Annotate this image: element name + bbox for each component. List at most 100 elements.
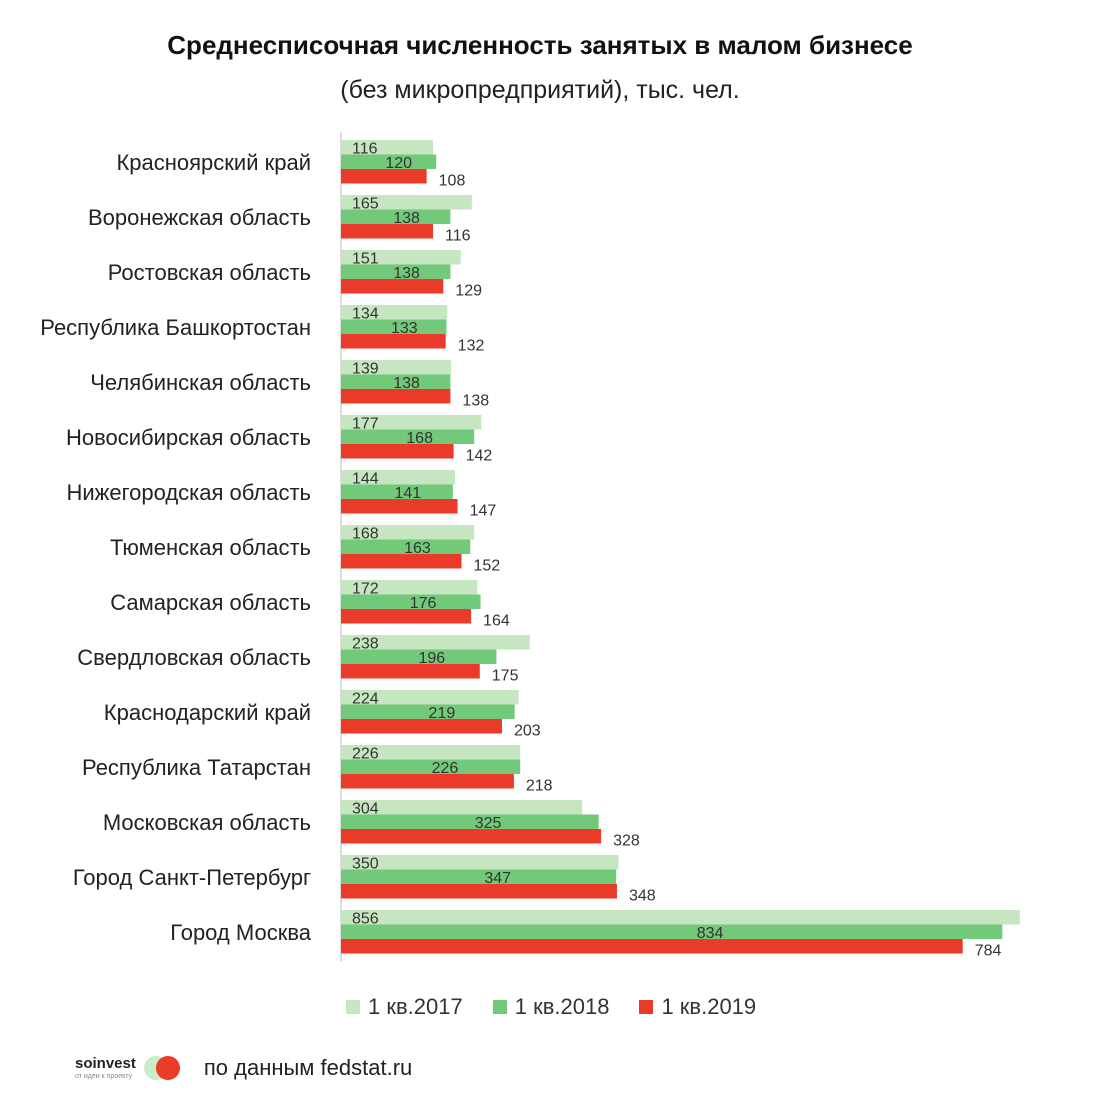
bar — [341, 264, 451, 279]
logo-circles-icon — [142, 1054, 186, 1082]
bar — [341, 690, 519, 705]
logo-tagline: от идеи к проекту — [75, 1073, 133, 1080]
data-label: 348 — [629, 887, 656, 904]
legend-swatch-2019 — [639, 1000, 654, 1014]
bar-chart: Красноярский край 116 120 108 Воронежская об… — [40, 132, 1020, 962]
data-label: 129 — [455, 282, 482, 299]
bar — [341, 195, 472, 210]
data-label: 176 — [410, 595, 437, 612]
data-label: 203 — [514, 722, 541, 739]
bar — [341, 554, 462, 569]
category-label: Красноярский край — [116, 150, 311, 175]
data-label: 834 — [697, 925, 724, 942]
chart-title: Среднесписочная численность занятых в ма… — [167, 30, 913, 60]
bar — [341, 360, 452, 375]
bar — [341, 429, 475, 444]
bar — [341, 884, 617, 899]
data-label: 133 — [391, 320, 418, 337]
data-label: 219 — [429, 705, 456, 722]
bar — [341, 664, 480, 679]
data-label: 116 — [352, 140, 378, 157]
data-label: 325 — [475, 815, 502, 832]
bar — [341, 594, 481, 609]
bar — [341, 609, 472, 624]
category-label: Нижегородская область — [66, 480, 311, 505]
data-label: 238 — [352, 635, 379, 652]
bar — [341, 279, 444, 294]
data-label: 168 — [406, 430, 433, 447]
chart-subtitle: (без микропредприятий), тыс. чел. — [340, 76, 740, 104]
data-label: 224 — [352, 690, 379, 707]
bar — [341, 389, 451, 404]
legend-item-2017: 1 кв.2017 — [346, 994, 463, 1020]
bar — [341, 319, 447, 334]
data-label: 147 — [470, 502, 497, 519]
bar — [341, 774, 514, 789]
legend-label-2018: 1 кв.2018 — [514, 994, 610, 1019]
data-label: 226 — [432, 760, 459, 777]
category-label: Республика Татарстан — [82, 755, 311, 780]
data-label: 328 — [613, 832, 640, 849]
data-label: 134 — [352, 305, 379, 322]
category-label: Тюменская область — [110, 535, 311, 560]
footer: soinvest от идеи к проекту по данным fed… — [75, 1054, 412, 1082]
bar — [341, 224, 433, 239]
data-label: 141 — [394, 485, 421, 502]
bar — [341, 484, 453, 499]
bar — [341, 250, 461, 265]
data-label: 142 — [466, 447, 493, 464]
bar — [341, 334, 446, 349]
category-label: Воронежская область — [88, 205, 311, 230]
data-label: 144 — [352, 470, 379, 487]
bar — [341, 374, 451, 389]
data-label: 139 — [352, 360, 379, 377]
data-label: 218 — [526, 777, 553, 794]
bar — [341, 910, 1020, 925]
logo-name: soinvest — [75, 1055, 136, 1072]
legend-swatch-2018 — [492, 1000, 507, 1014]
data-label: 177 — [352, 415, 379, 432]
bar — [341, 580, 478, 595]
bar — [341, 759, 521, 774]
bar — [341, 499, 458, 514]
legend: 1 кв.2017 1 кв.2018 1 кв.2019 — [346, 994, 756, 1020]
bar — [341, 470, 456, 485]
data-label: 116 — [445, 227, 471, 244]
bar — [341, 209, 451, 224]
bar — [341, 154, 437, 169]
data-label: 120 — [385, 155, 412, 172]
data-label: 784 — [975, 942, 1002, 959]
legend-item-2019: 1 кв.2019 — [639, 994, 756, 1020]
bar — [341, 444, 454, 459]
data-label: 163 — [404, 540, 431, 557]
bar — [341, 855, 619, 870]
data-label: 304 — [352, 800, 379, 817]
source-note: по данным fedstat.ru — [203, 1055, 413, 1080]
data-label: 172 — [352, 580, 379, 597]
bar — [341, 924, 1003, 939]
category-label: Город Москва — [170, 920, 311, 945]
bar — [341, 800, 583, 815]
bar — [341, 649, 497, 664]
bar — [341, 635, 530, 650]
data-label: 350 — [352, 855, 379, 872]
data-label: 152 — [474, 557, 501, 574]
bar — [341, 939, 963, 954]
bar — [341, 704, 515, 719]
legend-label-2017: 1 кв.2017 — [368, 994, 463, 1019]
data-label: 138 — [393, 210, 420, 227]
bar — [341, 829, 602, 844]
bar — [341, 719, 502, 734]
data-label: 226 — [352, 745, 379, 762]
bar — [341, 305, 448, 320]
data-label: 196 — [418, 650, 445, 667]
data-label: 151 — [352, 250, 379, 267]
bar — [341, 169, 427, 184]
bar — [341, 869, 617, 884]
bar — [341, 745, 521, 760]
category-label: Ростовская область — [108, 260, 311, 285]
legend-swatch-2017 — [346, 1000, 360, 1014]
category-label: Краснодарский край — [104, 700, 311, 725]
category-label: Город Санкт-Петербург — [73, 865, 311, 890]
legend-item-2018: 1 кв.2018 — [492, 994, 610, 1020]
